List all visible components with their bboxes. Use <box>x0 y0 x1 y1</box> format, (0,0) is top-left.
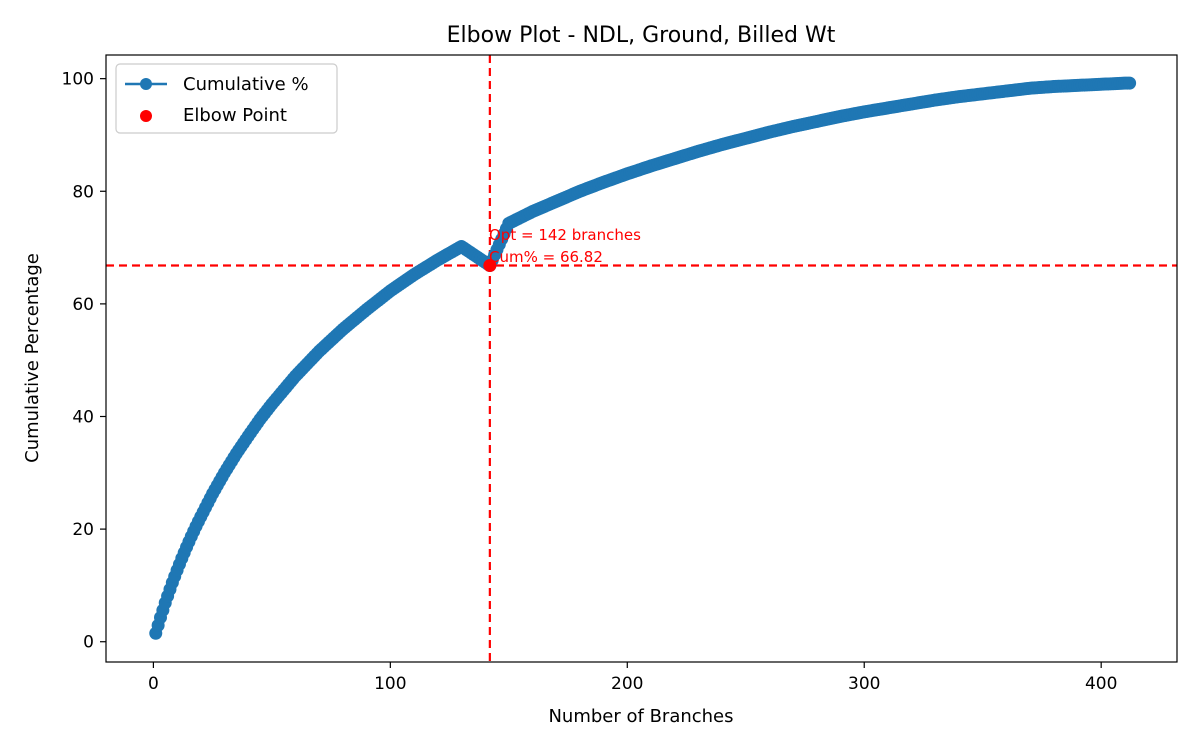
elbow-point-marker <box>483 258 497 272</box>
x-axis: 0 100 200 300 400 <box>148 662 1117 694</box>
elbow-point-group <box>483 258 497 272</box>
chart-title: Elbow Plot - NDL, Ground, Billed Wt <box>447 23 836 48</box>
x-tick-label: 100 <box>374 674 406 694</box>
y-tick-label: 40 <box>72 407 94 427</box>
legend-marker-swatch <box>140 78 152 90</box>
y-axis: 0 20 40 60 80 100 <box>62 70 106 653</box>
data-point <box>1123 76 1137 90</box>
elbow-annotation-line2: Cum% = 66.82 <box>489 248 603 266</box>
y-tick-label: 100 <box>62 70 94 90</box>
plot-area <box>105 54 1178 663</box>
series-cumulative <box>149 76 1137 640</box>
plot-background <box>106 55 1177 662</box>
x-axis-label: Number of Branches <box>548 706 733 727</box>
y-tick-label: 80 <box>72 182 94 202</box>
legend-elbow-swatch <box>140 110 152 122</box>
legend-label-elbow: Elbow Point <box>183 105 287 126</box>
x-tick-label: 200 <box>611 674 643 694</box>
legend-box <box>115 63 338 134</box>
legend-label-cumulative: Cumulative % <box>183 74 309 95</box>
y-tick-label: 20 <box>72 520 94 540</box>
y-tick-label: 60 <box>72 295 94 315</box>
legend: Cumulative % Elbow Point <box>115 63 338 134</box>
plot-frame <box>105 54 1178 663</box>
x-tick-label: 400 <box>1085 674 1117 694</box>
x-tick-label: 300 <box>848 674 880 694</box>
elbow-annotation-line1: Opt = 142 branches <box>489 226 641 244</box>
y-axis-label: Cumulative Percentage <box>22 253 43 463</box>
y-tick-label: 0 <box>83 633 94 653</box>
x-tick-label: 0 <box>148 674 159 694</box>
